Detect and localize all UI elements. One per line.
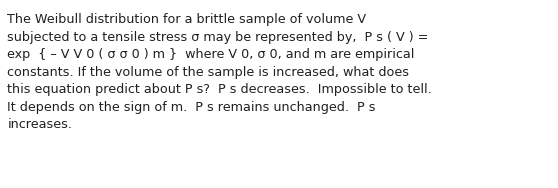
Text: The Weibull distribution for a brittle sample of volume V
subjected to a tensile: The Weibull distribution for a brittle s… <box>7 13 432 131</box>
